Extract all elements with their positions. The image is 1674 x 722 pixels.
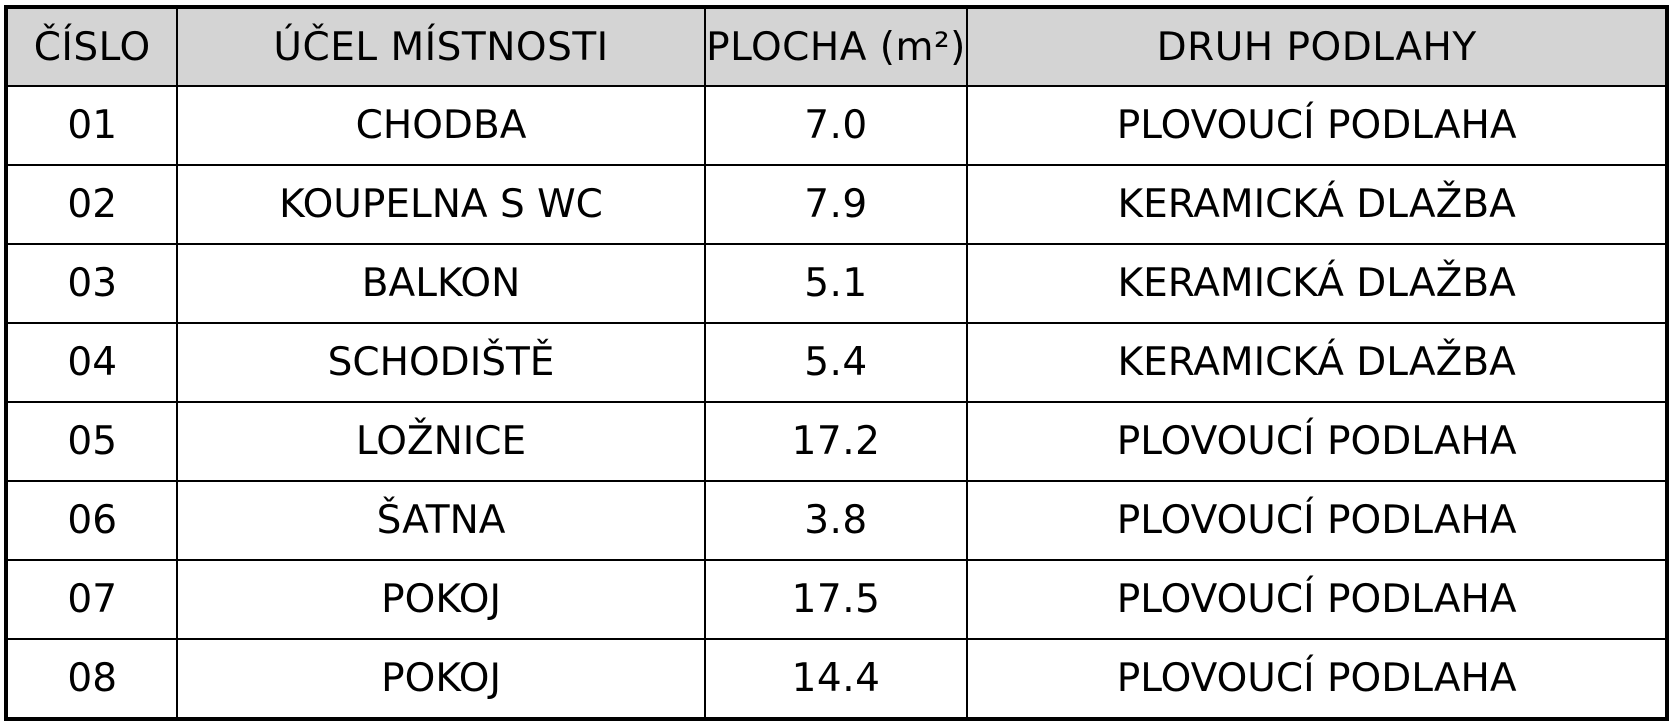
table-header: ČÍSLO ÚČEL MÍSTNOSTI PLOCHA (m²) DRUH PO…	[4, 6, 1668, 87]
cell-number: 08	[4, 638, 179, 720]
cell-purpose: KOUPELNA S WC	[176, 164, 706, 245]
cell-purpose: CHODBA	[176, 85, 706, 166]
cell-number: 04	[4, 322, 179, 403]
table-row: 08 POKOJ 14.4 PLOVOUCÍ PODLAHA	[4, 638, 1668, 720]
cell-area: 7.9	[703, 164, 969, 245]
cell-purpose: SCHODIŠTĚ	[176, 322, 706, 403]
cell-floor: PLOVOUCÍ PODLAHA	[966, 85, 1668, 166]
table-row: 07 POKOJ 17.5 PLOVOUCÍ PODLAHA	[4, 559, 1668, 640]
header-area: PLOCHA (m²)	[703, 6, 969, 87]
table-body: 01 CHODBA 7.0 PLOVOUCÍ PODLAHA 02 KOUPEL…	[4, 85, 1668, 720]
cell-number: 01	[4, 85, 179, 166]
cell-area: 5.1	[703, 243, 969, 324]
cell-area: 7.0	[703, 85, 969, 166]
cell-area: 17.2	[703, 401, 969, 482]
header-purpose: ÚČEL MÍSTNOSTI	[176, 6, 706, 87]
cell-area: 5.4	[703, 322, 969, 403]
header-row: ČÍSLO ÚČEL MÍSTNOSTI PLOCHA (m²) DRUH PO…	[4, 6, 1668, 87]
room-table: ČÍSLO ÚČEL MÍSTNOSTI PLOCHA (m²) DRUH PO…	[4, 5, 1669, 721]
cell-floor: PLOVOUCÍ PODLAHA	[966, 480, 1668, 561]
table-row: 05 LOŽNICE 17.2 PLOVOUCÍ PODLAHA	[4, 401, 1668, 482]
cell-floor: KERAMICKÁ DLAŽBA	[966, 243, 1668, 324]
cell-number: 03	[4, 243, 179, 324]
cell-floor: KERAMICKÁ DLAŽBA	[966, 164, 1668, 245]
table-row: 01 CHODBA 7.0 PLOVOUCÍ PODLAHA	[4, 85, 1668, 166]
table-row: 02 KOUPELNA S WC 7.9 KERAMICKÁ DLAŽBA	[4, 164, 1668, 245]
header-floor: DRUH PODLAHY	[966, 6, 1668, 87]
table-row: 03 BALKON 5.1 KERAMICKÁ DLAŽBA	[4, 243, 1668, 324]
cell-area: 3.8	[703, 480, 969, 561]
cell-number: 05	[4, 401, 179, 482]
cell-purpose: LOŽNICE	[176, 401, 706, 482]
cell-number: 07	[4, 559, 179, 640]
header-number: ČÍSLO	[4, 6, 179, 87]
cell-floor: PLOVOUCÍ PODLAHA	[966, 401, 1668, 482]
table-row: 06 ŠATNA 3.8 PLOVOUCÍ PODLAHA	[4, 480, 1668, 561]
cell-number: 06	[4, 480, 179, 561]
cell-number: 02	[4, 164, 179, 245]
cell-purpose: POKOJ	[176, 638, 706, 720]
cell-floor: KERAMICKÁ DLAŽBA	[966, 322, 1668, 403]
cell-area: 17.5	[703, 559, 969, 640]
cell-floor: PLOVOUCÍ PODLAHA	[966, 559, 1668, 640]
cell-floor: PLOVOUCÍ PODLAHA	[966, 638, 1668, 720]
cell-purpose: ŠATNA	[176, 480, 706, 561]
cell-area: 14.4	[703, 638, 969, 720]
table-row: 04 SCHODIŠTĚ 5.4 KERAMICKÁ DLAŽBA	[4, 322, 1668, 403]
cell-purpose: POKOJ	[176, 559, 706, 640]
cell-purpose: BALKON	[176, 243, 706, 324]
